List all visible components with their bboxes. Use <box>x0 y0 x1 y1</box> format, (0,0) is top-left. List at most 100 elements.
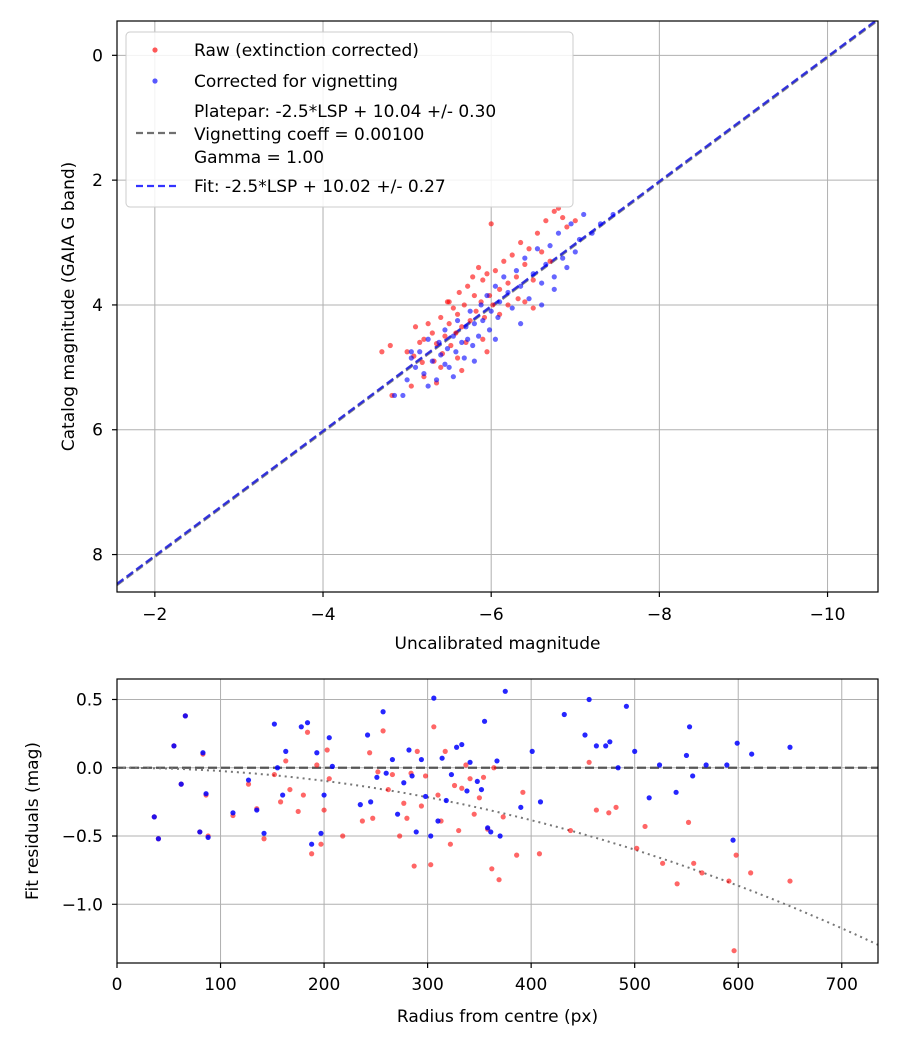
raw-residual-point <box>359 818 365 824</box>
raw-point <box>465 283 471 289</box>
corrected-residual-point <box>304 720 311 726</box>
corrected-residual-point <box>364 732 371 738</box>
corrected-residual-point <box>749 751 755 757</box>
corrected-residual-point <box>431 695 437 701</box>
bottom-x-tick-label: 600 <box>722 975 754 995</box>
corrected-residual-point <box>413 829 419 835</box>
raw-residual-point <box>283 758 289 764</box>
corrected-residual-point <box>623 703 630 709</box>
raw-residual-point <box>428 862 434 868</box>
raw-point <box>475 264 482 271</box>
raw-residual-point <box>480 774 487 780</box>
corrected-residual-point <box>787 744 793 750</box>
raw-point <box>564 224 570 230</box>
bottom-x-tick-label: 500 <box>618 975 650 995</box>
raw-residual-point <box>491 765 497 771</box>
bottom-x-axis-label: Radius from centre (px) <box>397 1007 598 1027</box>
raw-residual-point <box>726 878 732 884</box>
corrected-residual-point <box>454 744 460 750</box>
corrected-residual-point <box>383 770 389 776</box>
raw-point <box>456 289 462 296</box>
raw-residual-point <box>245 781 252 787</box>
corrected-residual-point <box>326 735 332 741</box>
corrected-point <box>417 349 423 355</box>
corrected-residual-point <box>703 762 709 768</box>
corrected-point <box>572 249 578 255</box>
raw-point <box>446 321 452 327</box>
corrected-residual-point <box>464 788 470 794</box>
raw-residual-point <box>418 803 424 809</box>
raw-point <box>448 342 454 349</box>
corrected-residual-point <box>422 793 429 800</box>
corrected-point <box>461 355 467 361</box>
corrected-residual-point <box>274 765 281 771</box>
corrected-point <box>551 286 557 292</box>
corrected-point <box>509 305 515 311</box>
raw-residual-point <box>321 807 327 813</box>
raw-point <box>417 339 423 345</box>
legend-label-gamma: Gamma = 1.00 <box>194 148 324 168</box>
raw-residual-point <box>489 866 495 872</box>
raw-residual-point <box>520 789 526 795</box>
raw-residual-point <box>593 807 599 813</box>
corrected-residual-point <box>724 762 730 768</box>
raw-point <box>484 349 490 355</box>
raw-residual-point <box>459 785 465 791</box>
legend-marker-corrected <box>152 78 158 84</box>
corrected-point <box>480 317 486 324</box>
corrected-point <box>421 370 427 377</box>
raw-residual-point <box>324 747 330 753</box>
raw-point <box>467 317 473 324</box>
raw-point <box>480 336 486 342</box>
corrected-residual-point <box>230 810 236 816</box>
raw-residual-point <box>660 860 666 866</box>
raw-point <box>412 324 419 330</box>
raw-residual-point <box>748 870 754 876</box>
top-x-tick-label: −4 <box>310 605 335 625</box>
raw-point <box>429 330 435 336</box>
raw-point <box>501 258 507 264</box>
raw-point <box>547 258 553 264</box>
raw-point <box>421 336 427 342</box>
corrected-point <box>475 333 482 339</box>
corrected-residual-point <box>309 841 315 847</box>
raw-point <box>526 246 532 252</box>
corrected-point <box>597 221 604 227</box>
raw-residual-point <box>496 877 502 883</box>
corrected-point <box>488 308 494 314</box>
corrected-residual-point <box>283 748 289 754</box>
raw-residual-point <box>411 863 417 869</box>
raw-point <box>419 359 425 365</box>
corrected-point <box>495 314 501 321</box>
raw-residual-point <box>613 804 619 810</box>
corrected-point <box>518 321 524 327</box>
raw-residual-point <box>606 810 612 816</box>
corrected-point <box>555 230 562 236</box>
corrected-residual-point <box>485 825 491 831</box>
corrected-point <box>450 374 456 380</box>
bottom-tick-labels: 0 100 200 300 400 500 600 700 0.5 0.0 −0.5 −1.0 <box>62 690 858 995</box>
corrected-residual-point <box>200 750 206 756</box>
corrected-point <box>497 299 503 305</box>
corrected-point <box>408 355 414 361</box>
raw-residual-point <box>442 748 448 754</box>
raw-residual-point <box>401 800 407 806</box>
corrected-residual-point <box>245 777 252 783</box>
bottom-x-tick-label: 700 <box>826 975 858 995</box>
corrected-residual-point <box>683 752 690 759</box>
raw-point <box>446 299 452 305</box>
corrected-residual-point <box>389 756 396 763</box>
raw-residual-point <box>261 836 267 842</box>
raw-residual-point <box>536 851 543 857</box>
corrected-point <box>470 342 476 349</box>
raw-residual-point <box>567 827 574 834</box>
corrected-point <box>492 283 498 289</box>
raw-point <box>522 299 528 305</box>
raw-residual-point <box>304 729 311 735</box>
raw-residual-point <box>431 724 437 730</box>
top-y-axis-label: Catalog magnitude (GAIA G band) <box>59 162 79 452</box>
corrected-point <box>465 336 471 342</box>
bottom-x-tick-label: 100 <box>204 975 236 995</box>
raw-residual-point <box>340 833 346 839</box>
